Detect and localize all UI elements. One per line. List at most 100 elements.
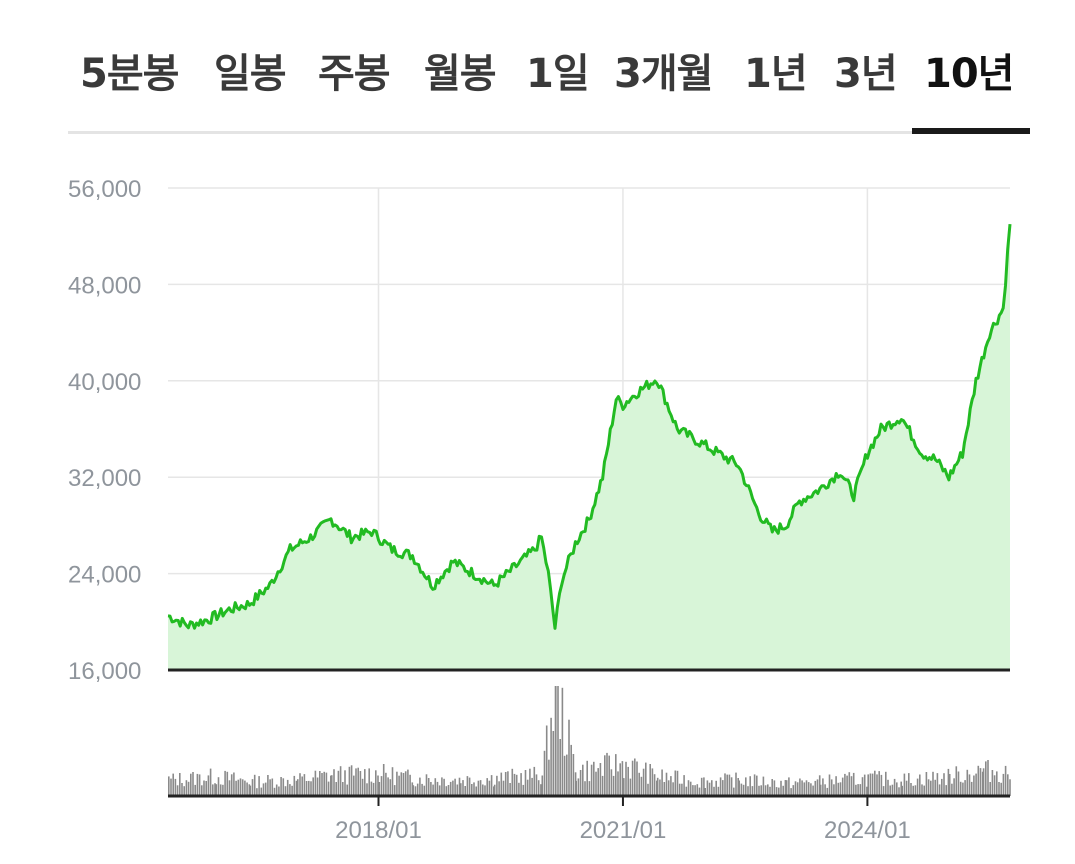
volume-bar [219, 784, 222, 796]
volume-bar [282, 778, 285, 796]
tab-weekly[interactable]: 주봉 [318, 51, 391, 97]
volume-bar [724, 773, 726, 796]
volume-bar [762, 776, 765, 796]
volume-bar [1002, 773, 1005, 796]
volume-bar [456, 784, 459, 796]
volume-bar [803, 782, 806, 796]
volume-bar [659, 779, 661, 796]
volume-bar [172, 773, 174, 796]
volume-bar [681, 783, 683, 796]
volume-bar [938, 784, 941, 796]
volume-bar [280, 777, 282, 796]
volume-bar [678, 783, 681, 796]
volume-bar [785, 780, 788, 796]
volume-bar [190, 773, 192, 796]
volume-bar [297, 779, 299, 796]
volume-bar [368, 768, 370, 796]
volume-bar [377, 775, 379, 796]
volume-bar [816, 779, 819, 796]
volume-bar [925, 772, 928, 796]
volume-bar [993, 775, 996, 796]
volume-bar [790, 788, 792, 796]
volume-bar [295, 780, 298, 796]
volume-bar [540, 784, 542, 796]
volume-bar [685, 786, 688, 796]
volume-bar [452, 780, 454, 796]
volume-bar [228, 780, 231, 796]
tab-1year[interactable]: 1년 [744, 51, 808, 97]
volume-bar [434, 778, 437, 796]
tab-3months[interactable]: 3개월 [614, 51, 713, 97]
volume-bar [747, 786, 749, 796]
tab-10years[interactable]: 10년 [924, 51, 1014, 97]
volume-bar [912, 785, 914, 796]
volume-bar [303, 774, 306, 796]
volume-bar [796, 782, 799, 796]
volume-bar [217, 777, 220, 796]
volume-bar [331, 775, 333, 796]
volume-bar [908, 773, 910, 796]
volume-bar [579, 770, 582, 796]
volume-bar [550, 717, 552, 796]
volume-bar [788, 777, 790, 796]
tab-monthly[interactable]: 월봉 [424, 51, 497, 97]
volume-bar [606, 752, 608, 796]
volume-bar [301, 776, 303, 796]
volume-bar [841, 777, 844, 796]
price-area [168, 224, 1010, 670]
volume-bar [258, 776, 260, 796]
volume-bar [458, 777, 461, 796]
volume-bar [327, 781, 330, 796]
volume-bar [441, 777, 443, 796]
volume-bar [498, 781, 500, 796]
volume-bar [537, 780, 540, 796]
volume-bar [407, 769, 409, 796]
volume-bar [919, 774, 921, 796]
volume-bar [482, 784, 484, 796]
volume-bar [468, 777, 471, 796]
volume-bar [850, 776, 853, 796]
volume-bar [689, 781, 692, 796]
volume-bar [566, 754, 568, 796]
volume-bar [404, 771, 407, 796]
volume-bar [325, 772, 328, 796]
volume-bar [645, 762, 647, 796]
volume-bar [764, 785, 767, 796]
volume-bar [488, 780, 491, 796]
volume-bar [715, 780, 717, 796]
volume-bar [740, 783, 743, 796]
volume-bar [389, 779, 392, 796]
volume-bar [370, 781, 373, 796]
volume-bar [901, 785, 903, 796]
volume-bar [1000, 782, 1002, 796]
volume-bar [694, 785, 696, 796]
y-tick-label: 32,000 [68, 465, 141, 492]
volume-bar [730, 777, 733, 796]
volume-bar [784, 780, 787, 796]
tab-3years[interactable]: 3년 [834, 51, 898, 97]
volume-bar [966, 769, 969, 796]
tab-daily[interactable]: 일봉 [214, 51, 287, 97]
volume-bar [970, 781, 973, 796]
volume-bar [953, 778, 955, 796]
volume-bar [824, 784, 826, 796]
volume-bar [430, 782, 432, 796]
volume-bar [910, 783, 912, 796]
volume-bar [667, 780, 670, 796]
volume-bar [522, 784, 525, 796]
tab-5min[interactable]: 5분봉 [80, 51, 179, 97]
volume-bar [201, 785, 203, 796]
volume-bar [275, 784, 278, 796]
tab-1day[interactable]: 1일 [526, 51, 590, 97]
volume-bar [778, 787, 780, 796]
volume-bar [711, 780, 713, 796]
volume-bar [595, 771, 597, 796]
volume-bar [176, 785, 179, 796]
volume-bar [511, 768, 514, 796]
volume-bar [342, 782, 344, 796]
volume-bar [722, 780, 724, 796]
volume-bar [179, 773, 181, 796]
volume-bar [387, 777, 389, 796]
volume-bar [432, 784, 434, 796]
